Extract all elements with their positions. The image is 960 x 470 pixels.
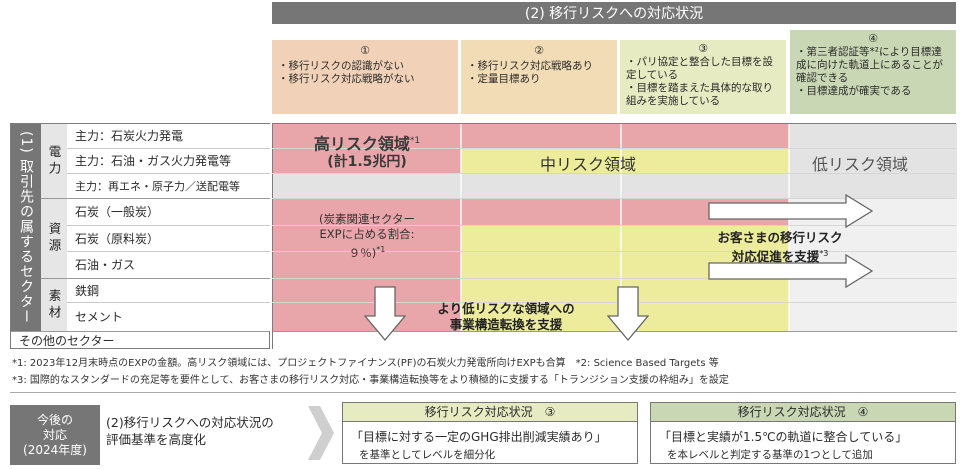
- sector-row: 主力：石油・ガス火力発電等: [67, 149, 270, 174]
- sector-title: (1) 取引先の属するセクター: [11, 124, 41, 331]
- right-arrow-icon: [708, 254, 874, 288]
- note-line: (炭素関連セクター: [318, 212, 416, 226]
- category-resources: 資源: [41, 199, 67, 279]
- other-sectors-row: その他のセクター: [11, 331, 269, 349]
- high-risk-note: (炭素関連セクター EXPに占める割合: ９％)*1: [292, 212, 442, 261]
- note-line: ９％)*1: [292, 242, 442, 261]
- stage-item: 定量目標あり: [467, 73, 611, 86]
- category-power: 電力: [41, 124, 67, 199]
- high-risk-zone: [273, 124, 461, 174]
- column-divider: [788, 124, 790, 331]
- future-response-text: (2)移行リスクへの対応状況の 評価基準を高度化: [106, 414, 316, 448]
- stage-item: 移行リスク対応戦略あり: [467, 60, 611, 73]
- sector-table: (1) 取引先の属するセクター 電力 資源 素材 主力：石炭火力発電 主力：石油…: [10, 123, 270, 349]
- callout-line: より低リスクな領域への: [437, 301, 575, 316]
- down-arrow-icon: [364, 286, 406, 342]
- right-arrow-icon: [708, 194, 874, 228]
- criteria-sub: を基準としてレベルを細分化: [359, 449, 496, 461]
- high-risk-sup: *1: [409, 136, 421, 146]
- stage-item: 移行リスクの認識がない: [278, 60, 452, 73]
- low-risk-zone: [789, 124, 957, 174]
- stage-2-box: ② 移行リスク対応戦略あり 定量目標あり: [461, 40, 617, 114]
- footnote-1: *1: 2023年12月末時点のEXPの金額。高リスク領域には、プロジェクトファ…: [12, 358, 719, 369]
- stage-3-box: ③ パリ協定と整合した目標を設定している 目標を踏まえた具体的な取り組みを実施し…: [620, 40, 786, 114]
- chevron-right-icon: [306, 404, 336, 462]
- promote-callout: お客さまの移行リスク 対応促進を支援*3: [700, 230, 860, 265]
- sector-row: 石油・ガス: [67, 252, 270, 279]
- low-risk-label: 低リスク領域: [812, 155, 909, 174]
- future-response-label: 今後の 対応 (2024年度): [10, 405, 100, 465]
- callout-line-text: 対応促進を支援: [731, 249, 820, 265]
- column-divider: [620, 124, 622, 331]
- row-divider: [272, 251, 956, 252]
- high-risk-title: 高リスク領域: [313, 134, 410, 154]
- category-materials: 素材: [41, 279, 67, 331]
- row-divider: [272, 198, 956, 199]
- sector-row: 石炭（原料炭）: [67, 226, 270, 252]
- stage-item: 移行リスク対応戦略がない: [278, 73, 452, 86]
- future-label-line: 今後の: [36, 412, 73, 427]
- criteria-sub: を本レベルと判定する基準の1つとして追加: [667, 449, 873, 461]
- high-risk-zone: [273, 199, 461, 331]
- criteria-box-title: 移行リスク対応状況 ④: [651, 403, 955, 422]
- sector-row: 主力：再エネ・原子力／送配電等: [67, 174, 270, 199]
- stage-item: 第三者認証等*²により目標達成に向けた軌道上にあることが確認できる: [796, 46, 950, 85]
- stage-1-box: ① 移行リスクの認識がない 移行リスク対応戦略がない: [272, 40, 458, 114]
- high-risk-zone: [461, 124, 789, 149]
- mid-risk-zone: [461, 149, 789, 174]
- note-line-sup: *1: [376, 245, 386, 254]
- sector-row: 主力：石炭火力発電: [67, 124, 270, 149]
- stage-4-criteria-box: 移行リスク対応状況 ④ 「目標と実績が1.5℃の軌道に整合している」 を本レベル…: [650, 402, 956, 464]
- sector-row: 石炭（一般炭）: [67, 199, 270, 226]
- future-label-line: (2024年度): [23, 442, 87, 457]
- row-divider: [272, 278, 956, 279]
- future-text-line: (2)移行リスクへの対応状況の: [106, 415, 274, 430]
- row-divider: [272, 302, 956, 303]
- section-divider: [10, 392, 956, 393]
- stage-number: ②: [534, 44, 544, 57]
- stage-number: ④: [868, 32, 878, 45]
- callout-sup: *3: [819, 249, 829, 258]
- sector-row: 鉄鋼: [67, 279, 270, 303]
- stage-number: ③: [698, 42, 708, 55]
- stage-number: ①: [360, 44, 370, 57]
- stage-item: パリ協定と整合した目標を設定している: [626, 56, 780, 82]
- criteria-main: 「目標と実績が1.5℃の軌道に整合している」: [659, 430, 908, 444]
- response-status-header: (2) 移行リスクへの対応状況: [272, 2, 956, 24]
- note-line-value: ９％): [348, 245, 377, 260]
- sector-row: セメント: [67, 303, 270, 331]
- footnote-2: *3: 国際的なスタンダードの充足等を要件として、お客さまの移行リスク対応・事業…: [12, 375, 729, 386]
- column-divider: [460, 124, 462, 331]
- down-arrow-icon: [607, 286, 649, 342]
- row-divider: [272, 173, 956, 174]
- high-risk-label: 高リスク領域*1 (計1.5兆円): [292, 132, 442, 171]
- criteria-main: 「目標に対する一定のGHG排出削減実績あり」: [351, 430, 607, 444]
- future-label-line: 対応: [42, 427, 67, 442]
- row-divider: [272, 225, 956, 226]
- criteria-box-title: 移行リスク対応状況 ③: [343, 403, 637, 422]
- row-divider: [272, 148, 956, 149]
- low-risk-zone: [273, 174, 957, 199]
- high-risk-amount: (計1.5兆円): [327, 154, 407, 171]
- stage-4-box: ④ 第三者認証等*²により目標達成に向けた軌道上にあることが確認できる 目標達成…: [790, 30, 956, 114]
- other-row-cell: [273, 331, 957, 349]
- callout-line: お客さまの移行リスク: [717, 230, 843, 245]
- stage-item: 目標達成が確実である: [796, 85, 950, 98]
- mid-risk-label: 中リスク領域: [540, 155, 637, 174]
- note-line: EXPに占める割合:: [319, 227, 415, 241]
- future-text-line: 評価基準を高度化: [106, 432, 207, 447]
- stage-item: 目標を踏まえた具体的な取り組みを実施している: [626, 82, 780, 108]
- stage-3-criteria-box: 移行リスク対応状況 ③ 「目標に対する一定のGHG排出削減実績あり」 を基準とし…: [342, 402, 638, 464]
- callout-line: 対応促進を支援*3: [700, 246, 860, 265]
- callout-line: 事業構造転換を支援: [449, 317, 563, 332]
- restructure-callout: より低リスクな領域への 事業構造転換を支援: [408, 301, 604, 333]
